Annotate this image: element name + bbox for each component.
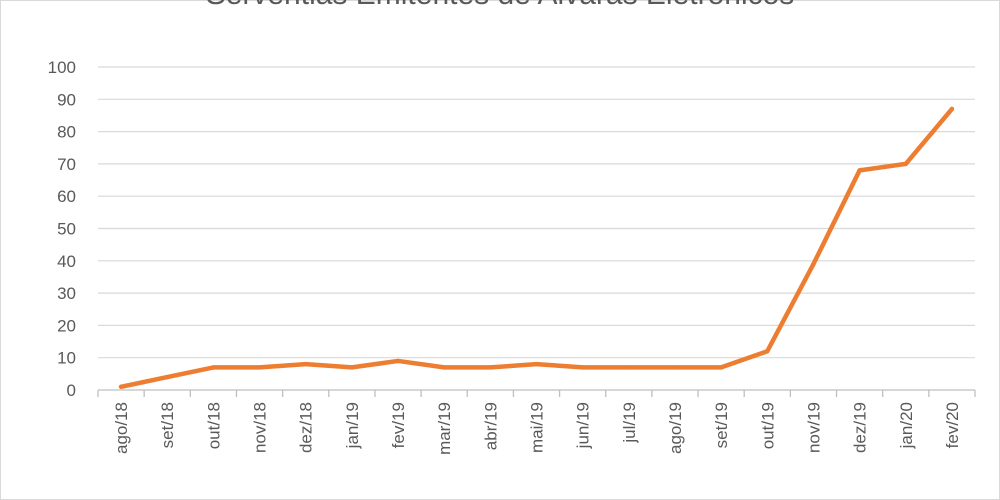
y-tick-label: 70 [57, 155, 76, 174]
data-point [349, 365, 355, 370]
data-point [441, 365, 447, 370]
data-point [211, 365, 216, 370]
chart-title: Serventias Emitentes de Alvarás Eletrôni… [0, 0, 1000, 12]
x-tick-label: mai/19 [528, 402, 547, 453]
x-tick-label: jun/19 [574, 402, 593, 449]
data-point [395, 358, 401, 364]
data-point [534, 361, 539, 367]
data-point [949, 106, 955, 112]
data-point [118, 384, 124, 389]
x-tick-label: set/19 [712, 402, 731, 448]
x-tick-label: abr/19 [481, 402, 500, 450]
x-tick-label: dez/19 [851, 402, 870, 453]
data-point [718, 365, 724, 370]
y-tick-label: 90 [57, 90, 76, 109]
x-tick-label: ago/19 [666, 402, 685, 454]
x-axis-ticks: ago/18 set/18 out/18 nov/18 dez/18 jan/19 fev/… [112, 402, 962, 455]
y-tick-label: 60 [57, 187, 76, 206]
data-point [303, 361, 308, 367]
data-point [257, 365, 262, 370]
y-tick-label: 40 [57, 252, 76, 271]
x-tick-label: ago/18 [112, 402, 131, 454]
data-point [580, 365, 585, 370]
data-point [857, 168, 862, 173]
series-line-0 [118, 106, 955, 390]
data-point [488, 365, 493, 370]
x-tick-label: jul/19 [620, 402, 639, 444]
data-point [165, 374, 170, 380]
x-tick-label: jan/19 [343, 402, 362, 449]
x-tick-label: dez/18 [297, 402, 316, 453]
x-tick-label: nov/19 [804, 402, 823, 453]
data-point [811, 261, 816, 267]
x-tick-label: fev/20 [943, 402, 962, 448]
x-axis [97, 389, 976, 397]
x-tick-label: mar/19 [435, 402, 454, 455]
series-group [118, 106, 955, 390]
y-tick-label: 30 [57, 284, 76, 303]
gridlines [98, 66, 975, 359]
x-tick-label: set/18 [158, 402, 177, 448]
data-point [903, 161, 908, 167]
x-tick-label: out/19 [758, 402, 777, 449]
y-tick-label: 20 [57, 316, 76, 335]
x-tick-label: fev/19 [389, 402, 408, 448]
x-tick-label: out/18 [204, 402, 223, 449]
y-tick-label: 0 [67, 381, 76, 400]
y-axis-ticks: 0 10 20 30 40 50 60 70 80 90 100 [48, 58, 76, 400]
x-tick-label: nov/18 [251, 402, 270, 453]
y-tick-label: 10 [57, 349, 76, 368]
data-point [765, 349, 770, 354]
y-tick-label: 50 [57, 220, 76, 239]
y-tick-label: 80 [57, 123, 76, 142]
data-point [626, 365, 632, 370]
data-point [672, 365, 678, 370]
y-tick-label: 100 [48, 58, 76, 77]
x-tick-label: jan/20 [897, 402, 916, 449]
